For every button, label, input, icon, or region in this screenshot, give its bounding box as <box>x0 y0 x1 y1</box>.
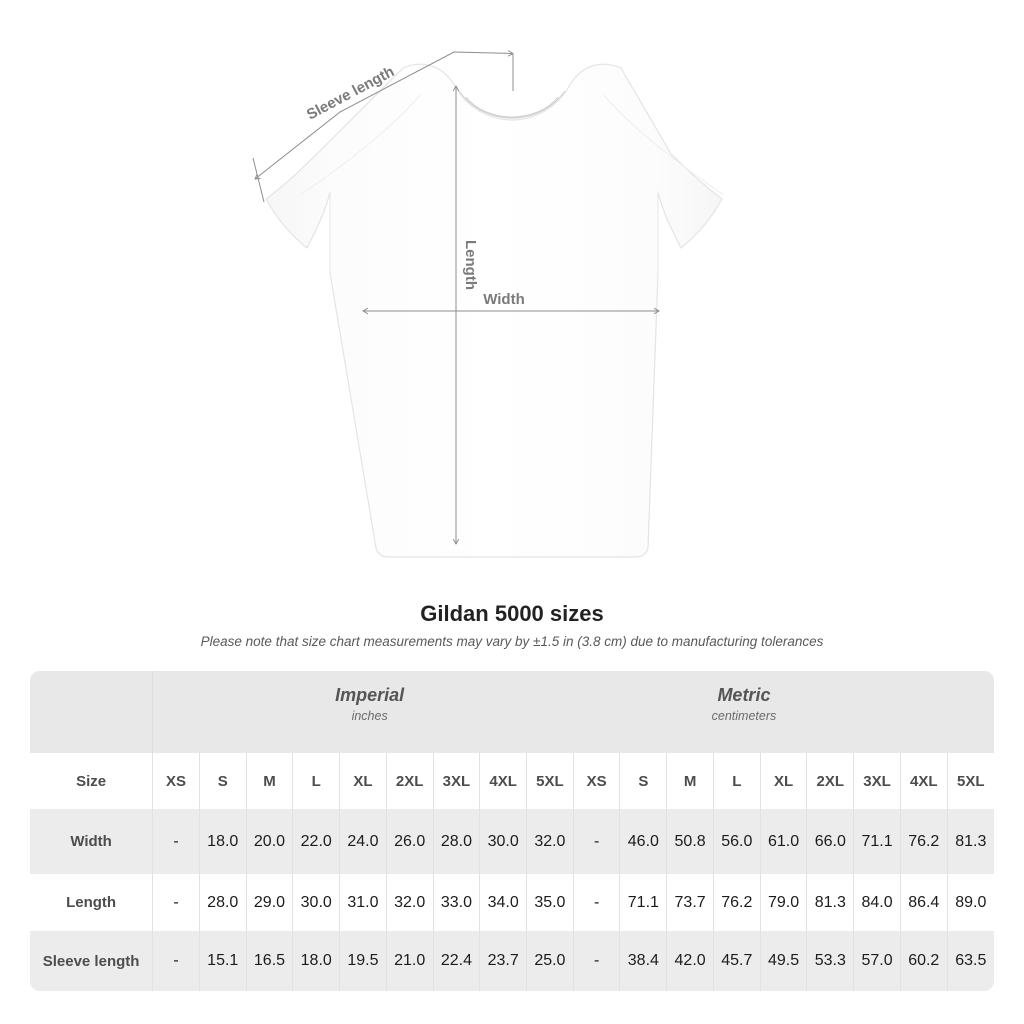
svg-text:Width: Width <box>483 291 525 308</box>
svg-text:Length: Length <box>462 240 479 290</box>
